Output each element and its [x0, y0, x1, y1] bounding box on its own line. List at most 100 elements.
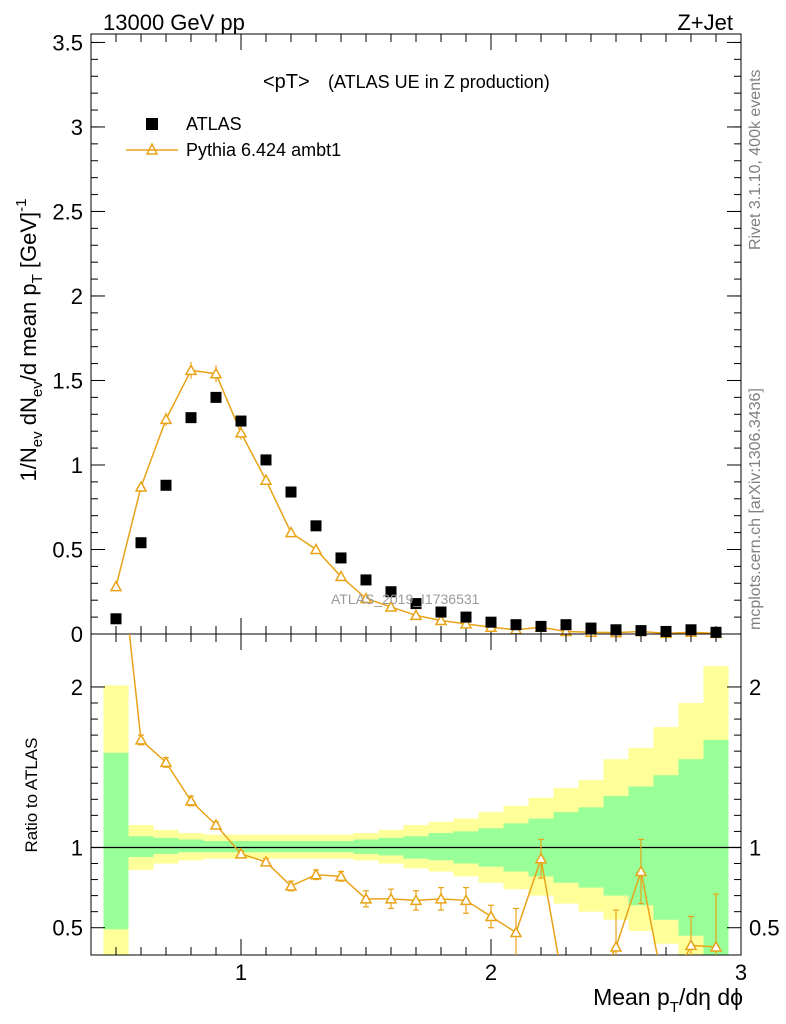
data-point [110, 613, 122, 625]
data-point [260, 454, 272, 466]
y-tick-label: 3.5 [52, 30, 83, 55]
ratio-y-tick-label-right: 0.5 [749, 916, 780, 941]
mc-point-ratio [134, 733, 148, 745]
data-point [135, 537, 147, 549]
data-point [585, 622, 597, 634]
ratio-y-tick-label-right: 1 [749, 835, 761, 860]
data-point [435, 606, 447, 618]
mc-point-main [384, 600, 398, 612]
mc-point-main [109, 580, 123, 592]
mcplots-label: mcplots.cern.ch [arXiv:1306.3436] [747, 388, 764, 630]
band-inner-bin [378, 837, 404, 856]
data-point [535, 620, 547, 632]
mc-point-ratio [309, 868, 323, 880]
mc-point-ratio [284, 879, 298, 891]
ratio-y-tick-label-right: 2 [749, 675, 761, 700]
header-left: 13000 GeV pp [103, 10, 245, 35]
mc-point-ratio [334, 869, 348, 882]
mc-point-main [284, 526, 298, 538]
band-inner-bin [428, 833, 454, 861]
legend-label-data: ATLAS [186, 114, 242, 134]
y-axis-label-ratio: Ratio to ATLAS [22, 738, 41, 853]
mc-ratio-group [128, 634, 723, 955]
band-inner-bin [328, 841, 354, 853]
mc-point-main [459, 617, 473, 629]
mc-line-ratio [128, 634, 717, 955]
band-inner-bin [153, 837, 179, 854]
y-axis-label-main: 1/Nev dNev/d mean pT [GeV]-1 [13, 199, 46, 482]
data-point [285, 486, 297, 498]
mc-point-main [134, 480, 148, 492]
mc-point-ratio [409, 893, 423, 906]
mc-point-ratio [434, 892, 448, 904]
band-inner-bin [278, 841, 304, 853]
mc-point-ratio [384, 892, 398, 904]
band-inner-bin [303, 841, 329, 853]
data-point [685, 624, 697, 636]
mc-point-main [334, 569, 348, 582]
mc-point-ratio [459, 893, 473, 906]
band-inner-bin [128, 836, 154, 858]
ratio-y-tick-label: 0.5 [52, 916, 83, 941]
data-point [210, 391, 222, 403]
mc-point-main [234, 426, 248, 438]
data-point [310, 520, 322, 532]
mc-point-ratio [209, 818, 223, 830]
x-tick-label: 1 [235, 960, 247, 985]
data-point [660, 625, 672, 637]
legend: ATLAS Pythia 6.424 ambt1 [126, 114, 341, 160]
data-point [710, 626, 722, 638]
data-point [635, 625, 647, 637]
data-point [610, 624, 622, 636]
data-point [510, 619, 522, 631]
band-inner-bin [253, 841, 279, 853]
mc-point-main [309, 542, 323, 555]
data-point [160, 479, 172, 491]
ratio-y-tick-label: 2 [71, 675, 83, 700]
y-tick-label: 1.5 [52, 368, 83, 393]
mc-point-ratio [634, 864, 648, 877]
legend-marker-data [146, 118, 158, 130]
mc-point-ratio [359, 892, 373, 904]
x-tick-label: 2 [485, 960, 497, 985]
mc-point-main [184, 363, 198, 376]
y-tick-label: 2.5 [52, 199, 83, 224]
data-point [185, 412, 197, 424]
ratio-y-tick-label: 1 [71, 835, 83, 860]
rivet-label: Rivet 3.1.10, 400k events [747, 69, 764, 250]
data-point [560, 619, 572, 631]
y-tick-label: 0.5 [52, 537, 83, 562]
band-inner-bin [203, 841, 229, 853]
watermark: ATLAS_2019_I1736531 [331, 591, 480, 607]
mc-point-main [359, 591, 373, 604]
ratio-panel: 1 2 30.5 0.51 12 2 [52, 633, 780, 985]
mc-point-main [159, 412, 173, 425]
mc-point-ratio [509, 925, 523, 938]
plot-title-sub: (ATLAS UE in Z production) [328, 72, 550, 92]
data-point [235, 415, 247, 427]
data-point [335, 552, 347, 564]
mc-point-ratio [184, 794, 198, 806]
mc-point-ratio [159, 755, 173, 768]
x-axis-label: Mean pT/dη dϕ [593, 984, 743, 1016]
data-point [360, 574, 372, 586]
y-tick-label: 0 [71, 622, 83, 647]
x-tick-label: 3 [735, 960, 747, 985]
legend-marker-mc [145, 142, 159, 155]
mc-point-main [259, 473, 273, 485]
data-point [460, 611, 472, 623]
y-axis-title-main: 1/Nev dNev/d mean pT [GeV]-1 [13, 199, 46, 482]
mc-point-ratio [259, 855, 273, 867]
band-inner-bin [103, 752, 129, 930]
data-point [485, 616, 497, 628]
mc-point-main [209, 367, 223, 379]
header-right: Z+Jet [677, 10, 733, 35]
mc-point-ratio [534, 852, 548, 864]
mc-point-ratio [484, 909, 498, 922]
mc-point-main [434, 613, 448, 626]
band-inner-bin [353, 839, 379, 854]
data-point [410, 598, 422, 610]
mc-point-main [409, 608, 423, 621]
data-point [385, 586, 397, 598]
